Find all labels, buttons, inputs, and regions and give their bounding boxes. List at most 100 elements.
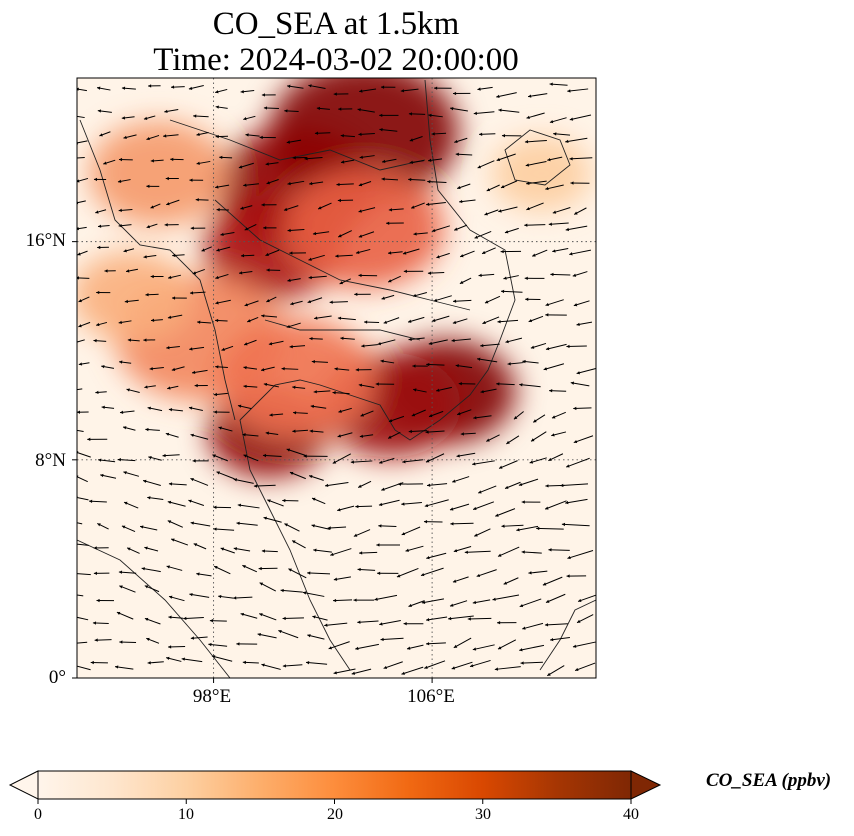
wind-arrow — [426, 552, 447, 560]
wind-arrow — [573, 300, 590, 307]
wind-arrow — [145, 427, 160, 432]
wind-arrow — [167, 500, 186, 507]
wind-arrow — [96, 290, 111, 295]
wind-arrow — [403, 269, 424, 273]
wind-arrow — [337, 432, 353, 438]
wind-arrow — [448, 615, 474, 621]
wind-arrow — [337, 198, 354, 203]
wind-arrow — [144, 385, 156, 389]
wind-arrow — [484, 209, 499, 216]
wind-arrow — [528, 315, 544, 323]
wind-arrow — [237, 404, 252, 410]
wind-arrow — [332, 453, 352, 464]
wind-arrow — [569, 114, 592, 121]
wind-arrow — [213, 565, 231, 575]
map-frame — [76, 77, 597, 679]
wind-arrow — [98, 458, 116, 463]
wind-arrow — [167, 385, 179, 390]
wind-arrow — [496, 153, 516, 162]
wind-arrow — [143, 338, 156, 342]
wind-arrow — [567, 550, 594, 560]
wind-arrow — [190, 433, 209, 440]
lat-label-8n: 8°N — [35, 450, 66, 471]
wind-arrow — [412, 364, 428, 368]
wind-arrow — [425, 453, 445, 463]
wind-arrow — [526, 180, 547, 186]
wind-arrow — [123, 134, 137, 140]
wind-arrow — [99, 131, 111, 137]
wind-arrow — [408, 177, 426, 182]
wind-arrow — [314, 131, 331, 135]
wind-arrow — [401, 501, 422, 506]
wind-arrow — [551, 411, 566, 419]
wind-arrow — [95, 321, 108, 327]
colorbar-min-extend — [8, 770, 39, 800]
wind-arrow — [407, 316, 425, 323]
wind-arrow — [355, 248, 371, 254]
wind-arrow — [428, 410, 444, 418]
wind-arrow — [476, 357, 498, 363]
wind-arrow — [263, 226, 277, 230]
wind-arrow — [340, 336, 355, 341]
wind-arrow — [219, 155, 233, 160]
wind-arrow — [77, 250, 88, 256]
wind-arrow — [565, 457, 590, 468]
wind-arrow — [172, 253, 185, 258]
wind-arrow — [481, 247, 496, 255]
wind-arrow — [77, 429, 84, 432]
coastline-segment — [79, 119, 236, 421]
wind-arrow — [292, 411, 308, 415]
wind-arrow — [118, 157, 133, 162]
wind-arrow — [519, 383, 541, 388]
wind-arrow — [433, 295, 452, 302]
wind-arrow — [143, 254, 157, 259]
wind-arrow — [166, 346, 180, 350]
wind-arrow — [119, 410, 135, 414]
wind-arrow — [473, 415, 492, 420]
wind-arrow — [569, 249, 591, 256]
wind-arrow — [308, 84, 326, 89]
wind-arrow — [213, 392, 228, 397]
wind-arrow — [95, 209, 107, 214]
wind-arrow — [498, 460, 518, 469]
wind-arrow — [545, 299, 564, 307]
wind-arrow — [544, 500, 567, 510]
wind-arrow — [455, 364, 473, 369]
plume-blob — [88, 120, 229, 226]
wind-arrow — [542, 576, 563, 586]
wind-arrow — [150, 159, 164, 163]
wind-arrow — [532, 249, 548, 257]
wind-arrow — [119, 360, 132, 364]
wind-arrow — [216, 471, 235, 480]
wind-arrow — [519, 644, 545, 652]
wind-arrow — [377, 571, 399, 575]
wind-arrow — [244, 224, 257, 231]
wind-arrow — [501, 524, 524, 528]
wind-arrow — [498, 108, 520, 113]
wind-arrow — [104, 269, 116, 273]
wind-arrow — [292, 156, 307, 160]
wind-arrow — [261, 93, 276, 97]
wind-arrow — [388, 415, 405, 423]
wind-arrow — [283, 205, 299, 211]
wind-arrow — [453, 637, 472, 649]
wind-arrow — [388, 208, 404, 212]
wind-arrow — [287, 228, 305, 233]
wind-arrow — [317, 202, 332, 210]
wind-arrow — [201, 246, 212, 252]
wind-arrow — [119, 585, 136, 593]
wind-arrow — [381, 158, 397, 164]
wind-arrow — [118, 570, 137, 574]
wind-arrow — [400, 88, 419, 93]
wind-arrow — [426, 362, 445, 367]
wind-arrow — [93, 339, 107, 343]
wind-arrow — [378, 524, 397, 528]
wind-arrow — [552, 206, 571, 214]
wind-arrow — [148, 84, 161, 88]
wind-arrow — [570, 381, 590, 387]
wind-arrow — [165, 432, 179, 438]
wind-arrow — [476, 569, 497, 578]
wind-arrow — [387, 251, 403, 255]
plume-blob — [491, 135, 592, 211]
wind-arrow — [477, 160, 495, 169]
